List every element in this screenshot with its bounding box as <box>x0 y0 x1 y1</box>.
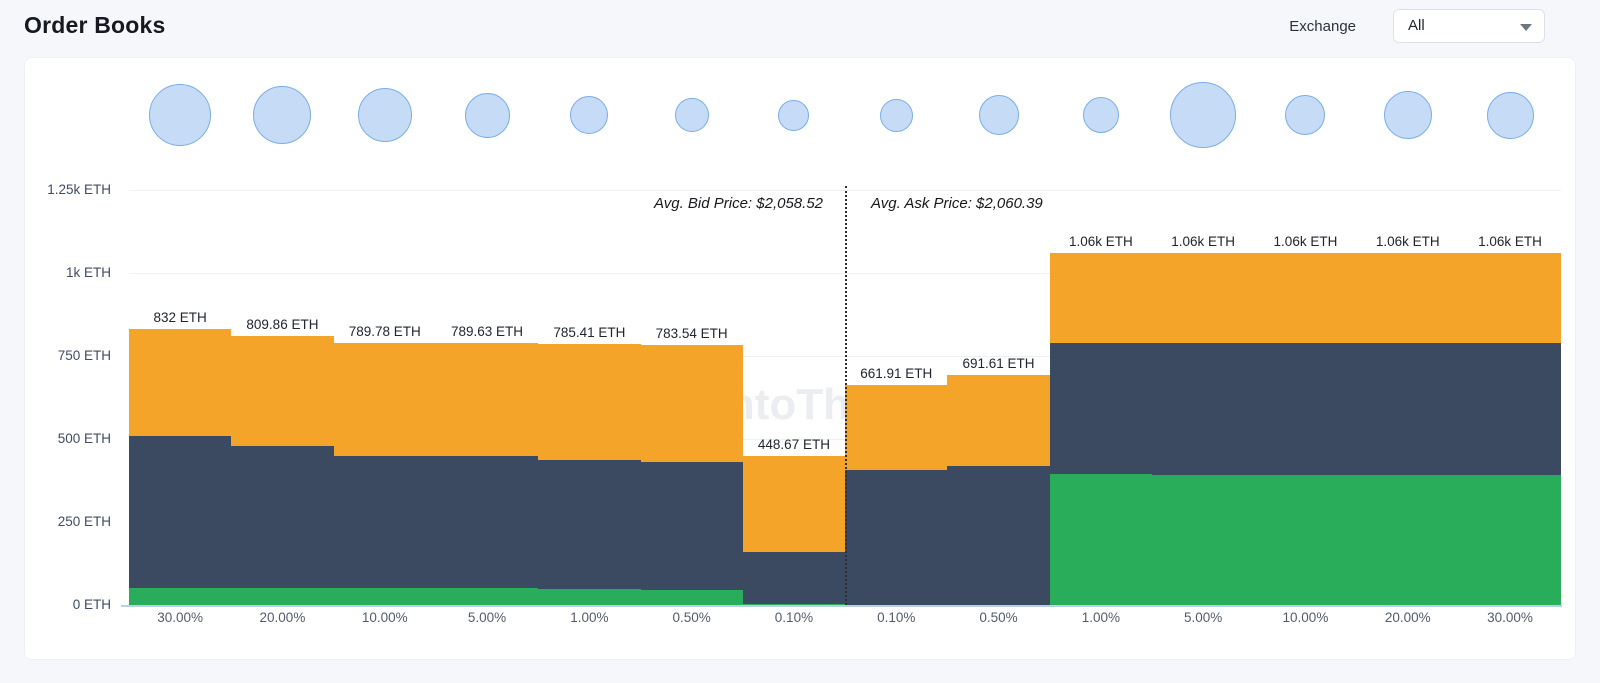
x-tick-label: 0.50% <box>979 610 1018 625</box>
bar-segment-green[interactable] <box>1254 474 1357 605</box>
x-tick-label: 10.00% <box>361 610 408 625</box>
bar-segment-orange[interactable] <box>845 385 947 471</box>
bar-value-label: 785.41 ETH <box>553 325 626 341</box>
exchange-select[interactable]: All <box>1393 9 1545 43</box>
liquidity-bubble[interactable] <box>1486 91 1534 139</box>
liquidity-bubble[interactable] <box>778 99 810 131</box>
bar-segment-green[interactable] <box>334 588 436 605</box>
x-tick-label: 0.10% <box>877 610 916 625</box>
bar-value-label: 809.86 ETH <box>246 317 319 333</box>
bar-value-label: 1.06k ETH <box>1478 234 1542 250</box>
bar-segment-orange[interactable] <box>947 375 1050 466</box>
liquidity-bubble[interactable] <box>464 92 510 138</box>
liquidity-bubble[interactable] <box>253 86 312 144</box>
bar-value-label: 1.06k ETH <box>1171 234 1236 250</box>
bar-value-label: 832 ETH <box>153 309 207 325</box>
bar-segment-green[interactable] <box>1152 474 1254 605</box>
page-header: Order Books Exchange All <box>0 0 1600 57</box>
liquidity-bubble[interactable] <box>570 96 609 134</box>
liquidity-bubble[interactable] <box>978 95 1019 135</box>
liquidity-bubble[interactable] <box>149 84 212 146</box>
bar-segment-navy[interactable] <box>1357 342 1459 475</box>
bar-segment-navy[interactable] <box>436 455 538 589</box>
x-tick-label: 30.00% <box>157 610 204 625</box>
page-title: Order Books <box>24 12 166 38</box>
bar-segment-orange[interactable] <box>334 342 436 456</box>
bar-segment-green[interactable] <box>1459 474 1561 605</box>
x-tick-label: 10.00% <box>1282 610 1329 625</box>
bar-segment-orange[interactable] <box>1254 253 1357 343</box>
bar-segment-navy[interactable] <box>1459 342 1561 475</box>
y-tick-label: 1k ETH <box>65 265 111 280</box>
bar-segment-navy[interactable] <box>538 459 641 590</box>
liquidity-bubble[interactable] <box>1383 91 1432 139</box>
y-tick-label: 750 ETH <box>57 348 111 363</box>
bar-segment-green[interactable] <box>743 603 845 605</box>
bar-segment-green[interactable] <box>1050 473 1152 605</box>
bar-segment-green[interactable] <box>129 588 231 605</box>
bar-segment-navy[interactable] <box>641 461 743 590</box>
x-tick-label: 5.00% <box>467 610 507 625</box>
bar-segment-orange[interactable] <box>436 342 538 456</box>
x-tick-label: 20.00% <box>1384 610 1431 625</box>
bar-value-label: 1.06k ETH <box>1273 234 1338 250</box>
bar-value-label: 783.54 ETH <box>655 325 728 341</box>
bar-segment-navy[interactable] <box>1152 342 1254 475</box>
bar-segment-orange[interactable] <box>1152 253 1254 343</box>
liquidity-bubble[interactable] <box>357 88 412 142</box>
exchange-filter-label: Exchange <box>1289 18 1356 35</box>
bar-segment-green[interactable] <box>538 589 641 605</box>
bar-segment-navy[interactable] <box>1050 342 1152 474</box>
bar-segment-orange[interactable] <box>641 344 743 462</box>
y-tick-label: 1.25k ETH <box>47 182 111 197</box>
x-axis-line <box>121 605 1562 607</box>
bar-segment-navy[interactable] <box>1254 342 1357 475</box>
x-tick-label: 0.50% <box>672 610 711 625</box>
bar-segment-orange[interactable] <box>129 328 231 436</box>
bar-segment-navy[interactable] <box>231 445 334 589</box>
bar-value-label: 789.78 ETH <box>348 323 421 339</box>
bar-segment-orange[interactable] <box>1357 253 1459 343</box>
x-tick-label: 30.00% <box>1487 610 1533 625</box>
bar-value-label: 789.63 ETH <box>451 323 524 339</box>
bar-segment-green[interactable] <box>436 588 538 605</box>
liquidity-bubble[interactable] <box>1285 95 1326 135</box>
bar-segment-navy[interactable] <box>334 455 436 589</box>
bar-segment-navy[interactable] <box>743 552 845 604</box>
bar-segment-navy[interactable] <box>845 470 947 605</box>
mid-price-dotted-line <box>845 186 847 605</box>
bar-segment-green[interactable] <box>231 588 334 605</box>
x-tick-label: 1.00% <box>1081 610 1120 625</box>
bar-value-label: 691.61 ETH <box>962 356 1035 372</box>
avg-ask-price-label: Avg. Ask Price: $2,060.39 <box>871 195 1043 212</box>
liquidity-bubble[interactable] <box>1082 97 1119 133</box>
bar-segment-orange[interactable] <box>743 456 845 553</box>
y-tick-label: 500 ETH <box>57 431 111 446</box>
x-tick-label: 0.10% <box>774 610 814 625</box>
x-tick-label: 1.00% <box>570 610 609 625</box>
liquidity-bubble[interactable] <box>674 98 709 132</box>
bar-value-label: 1.06k ETH <box>1375 234 1440 250</box>
bar-segment-orange[interactable] <box>1459 253 1561 343</box>
y-tick-label: 0 ETH <box>72 597 111 612</box>
bar-segment-green[interactable] <box>641 589 743 605</box>
x-tick-label: 5.00% <box>1184 610 1223 625</box>
avg-bid-price-label: Avg. Bid Price: $2,058.52 <box>654 195 823 212</box>
bar-segment-navy[interactable] <box>129 435 231 589</box>
bar-value-label: 661.91 ETH <box>860 366 933 382</box>
liquidity-bubble[interactable] <box>879 98 913 132</box>
bar-segment-green[interactable] <box>1357 474 1459 605</box>
bar-value-label: 1.06k ETH <box>1068 234 1133 250</box>
bar-segment-orange[interactable] <box>538 344 641 460</box>
liquidity-bubble[interactable] <box>1170 82 1237 148</box>
bar-segment-orange[interactable] <box>1050 253 1152 343</box>
bar-segment-navy[interactable] <box>947 465 1050 605</box>
bar-segment-orange[interactable] <box>231 336 334 446</box>
bar-value-label: 448.67 ETH <box>757 437 830 453</box>
y-tick-label: 250 ETH <box>57 514 111 529</box>
exchange-select-value: All <box>1408 17 1425 34</box>
x-tick-label: 20.00% <box>259 610 306 625</box>
chevron-down-icon <box>1520 24 1532 31</box>
